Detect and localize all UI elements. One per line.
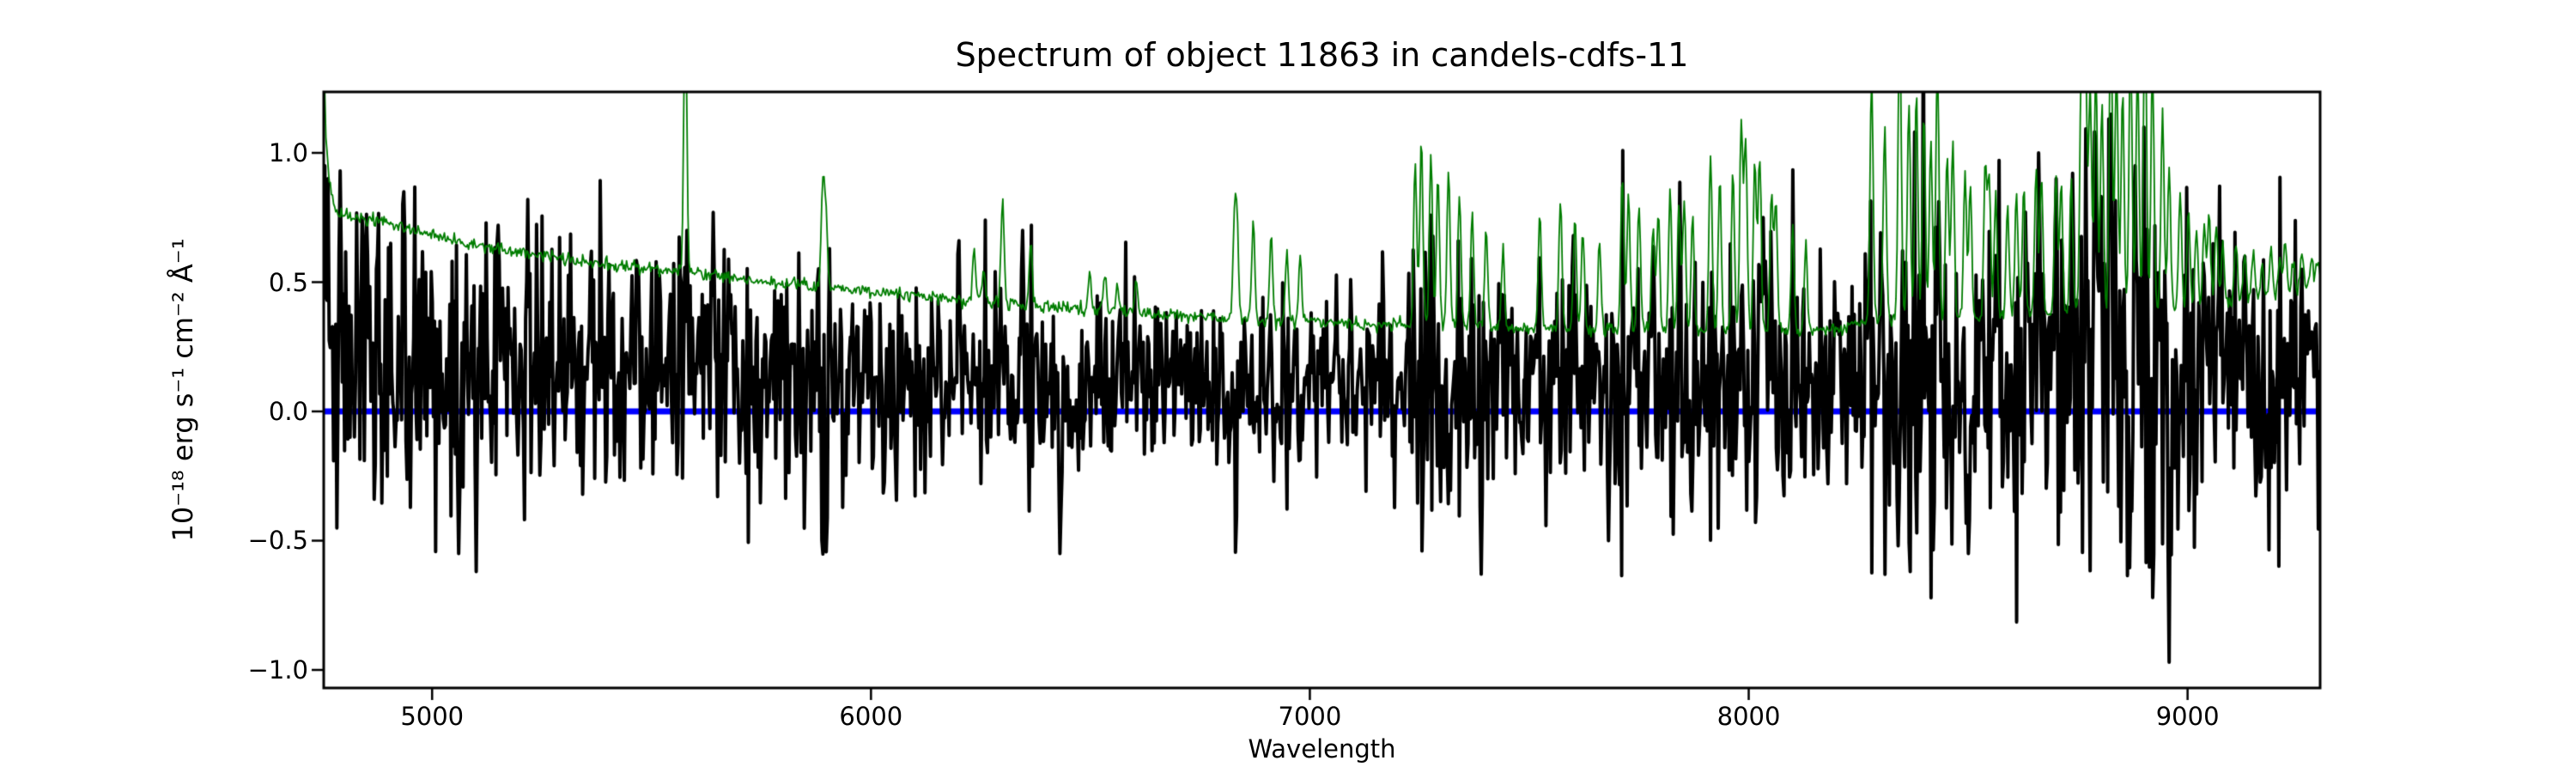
y-tick-label: −0.5 xyxy=(247,526,308,556)
y-tick-label: 0.5 xyxy=(268,267,308,297)
x-tick-label: 5000 xyxy=(400,702,465,731)
x-tick-label: 9000 xyxy=(2155,702,2220,731)
y-tick-label: −1.0 xyxy=(247,654,308,685)
plot-title: Spectrum of object 11863 in candels-cdfs… xyxy=(955,36,1689,74)
y-tick-label: 0.0 xyxy=(268,396,308,426)
x-tick-label: 7000 xyxy=(1278,702,1342,731)
x-tick-label: 8000 xyxy=(1716,702,1781,731)
y-axis-label: 10⁻¹⁸ erg s⁻¹ cm⁻² Å⁻¹ xyxy=(167,238,199,542)
y-tick-label: 1.0 xyxy=(268,138,308,168)
x-axis-label: Wavelength xyxy=(1248,734,1396,764)
x-tick-label: 6000 xyxy=(839,702,903,731)
